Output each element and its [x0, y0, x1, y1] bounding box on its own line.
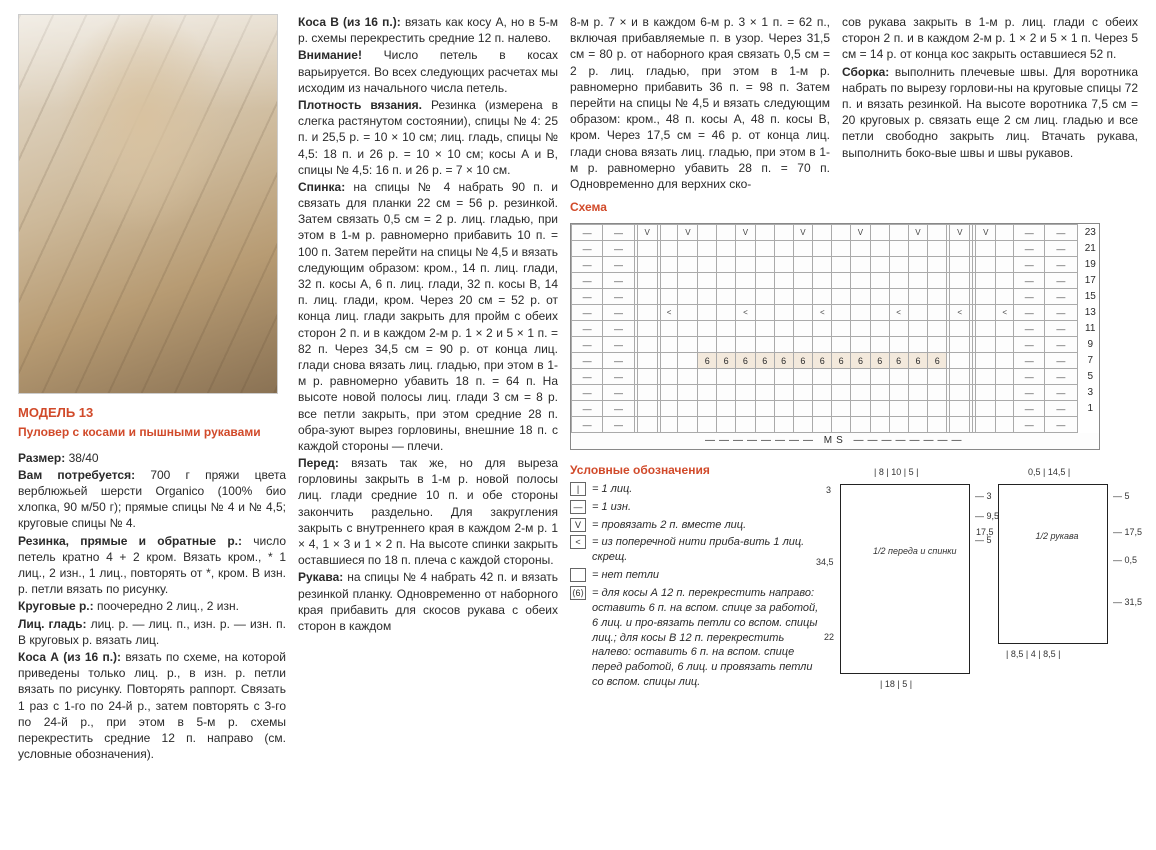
- legend-item: V= провязать 2 п. вместе лиц.: [570, 518, 820, 533]
- legend-item: = нет петли: [570, 568, 820, 583]
- column-3: 8-м р. 7 × и в каждом 6-м р. 3 × 1 п. = …: [570, 14, 830, 193]
- sleeve-schematic: 0,5 | 14,5 | 1/2 рукава — 5 — 17,5 17,5 …: [998, 466, 1108, 693]
- legend-item: |= 1 лиц.: [570, 482, 820, 497]
- front: Перед: вязать так же, но для выреза горл…: [298, 455, 558, 568]
- legend-block: Условные обозначения |= 1 лиц. —= 1 изн. V…: [570, 456, 820, 693]
- materials: Вам потребуется: 700 г пряжи цвета вербл…: [18, 467, 286, 532]
- stockinette: Лиц. гладь: лиц. р. — лиц. п., изн. р. —…: [18, 616, 286, 648]
- attention: Внимание! Число петель в косах варьирует…: [298, 47, 558, 96]
- model-number: МОДЕЛЬ 13: [18, 404, 286, 422]
- schematics: | 8 | 10 | 5 | 1/2 переда и спинки 3 — 3…: [840, 466, 1108, 693]
- assembly: Сборка: выполнить плечевые швы. Для воро…: [842, 64, 1138, 161]
- column-2: Коса В (из 16 п.): вязать как косу А, но…: [298, 14, 558, 763]
- sleeves: Рукава: на спицы № 4 набрать 42 п. и вяз…: [298, 569, 558, 634]
- cable-b: Коса В (из 16 п.): вязать как косу А, но…: [298, 14, 558, 46]
- model-photo: [18, 14, 278, 394]
- ribbing: Резинка, прямые и обратные р.: число пет…: [18, 533, 286, 598]
- legend-title: Условные обозначения: [570, 462, 820, 478]
- col3-continuation: 8-м р. 7 × и в каждом 6-м р. 3 × 1 п. = …: [570, 14, 830, 192]
- model-name: Пуловер с косами и пышными рукавами: [18, 424, 286, 440]
- back: Спинка: на спицы № 4 набрать 90 п. и свя…: [298, 179, 558, 454]
- circular: Круговые р.: поочередно 2 лиц., 2 изн.: [18, 598, 286, 614]
- knitting-chart: 23211917151311966666666666667531————————…: [570, 223, 1100, 450]
- body-schematic: | 8 | 10 | 5 | 1/2 переда и спинки 3 — 3…: [840, 466, 970, 693]
- cable-a: Коса А (из 16 п.): вязать по схеме, на к…: [18, 649, 286, 762]
- gauge: Плотность вязания. Резинка (измерена в с…: [298, 97, 558, 178]
- right-region: 8-м р. 7 × и в каждом 6-м р. 3 × 1 п. = …: [570, 14, 1138, 763]
- legend-item: —= 1 изн.: [570, 500, 820, 515]
- legend-item: ⟨6⟩= для косы А 12 п. перекрестить напра…: [570, 586, 820, 690]
- column-1: МОДЕЛЬ 13 Пуловер с косами и пышными рук…: [18, 14, 286, 763]
- col4-continuation: сов рукава закрыть в 1-м р. лиц. глади с…: [842, 14, 1138, 63]
- page-root: МОДЕЛЬ 13 Пуловер с косами и пышными рук…: [18, 14, 1138, 763]
- column-4: сов рукава закрыть в 1-м р. лиц. глади с…: [842, 14, 1138, 193]
- legend-item: <= из поперечной нити приба-вить 1 лиц. …: [570, 535, 820, 565]
- size-line: Размер: 38/40: [18, 450, 286, 466]
- chart-title: Схема: [570, 199, 1138, 215]
